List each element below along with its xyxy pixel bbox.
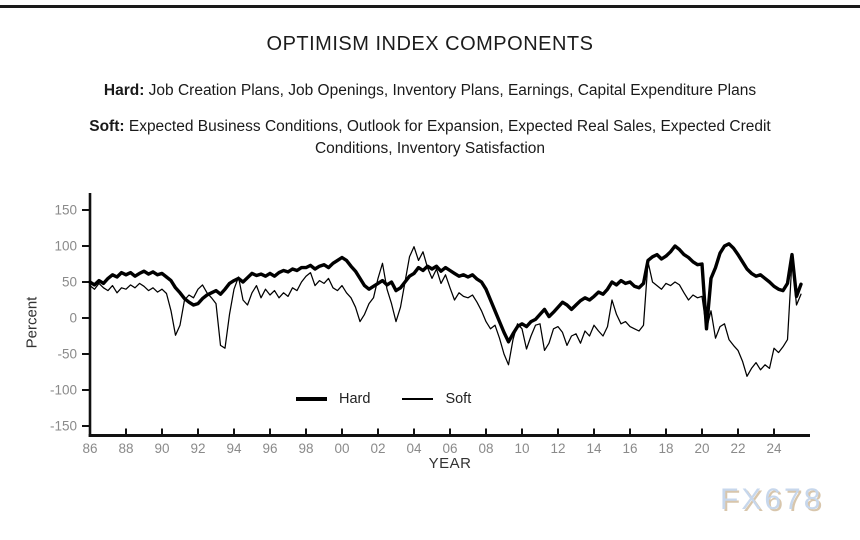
svg-text:02: 02 — [370, 441, 385, 456]
svg-text:06: 06 — [442, 441, 457, 456]
svg-text:16: 16 — [622, 441, 637, 456]
svg-text:94: 94 — [226, 441, 242, 456]
soft-components-line: Soft: Expected Business Conditions, Outl… — [50, 116, 810, 160]
svg-text:90: 90 — [154, 441, 169, 456]
soft-legend-line-swatch — [402, 398, 434, 400]
svg-text:-150: -150 — [50, 419, 77, 434]
svg-text:100: 100 — [54, 239, 77, 254]
soft-label: Soft: — [89, 118, 125, 135]
svg-text:86: 86 — [82, 441, 97, 456]
svg-text:14: 14 — [586, 441, 602, 456]
svg-text:22: 22 — [730, 441, 745, 456]
fx678-watermark: FX678 — [720, 483, 824, 516]
svg-text:-100: -100 — [50, 383, 77, 398]
svg-text:18: 18 — [658, 441, 673, 456]
y-axis-title: Percent — [23, 296, 41, 349]
svg-text:24: 24 — [766, 441, 782, 456]
hard-legend-line-swatch — [296, 397, 327, 401]
chart-title: OPTIMISM INDEX COMPONENTS — [266, 33, 594, 55]
top-border-line — [0, 5, 860, 8]
svg-text:50: 50 — [62, 275, 77, 290]
svg-text:88: 88 — [118, 441, 133, 456]
soft-legend-label: Soft — [445, 391, 472, 407]
svg-text:98: 98 — [298, 441, 313, 456]
svg-text:00: 00 — [334, 441, 349, 456]
svg-text:92: 92 — [190, 441, 205, 456]
hard-components-line: Hard: Job Creation Plans, Job Openings, … — [15, 80, 845, 102]
svg-text:12: 12 — [550, 441, 565, 456]
hard-text: Job Creation Plans, Job Openings, Invent… — [144, 82, 757, 99]
svg-text:10: 10 — [514, 441, 529, 456]
x-axis-title: YEAR — [428, 455, 472, 472]
svg-text:-50: -50 — [57, 347, 77, 362]
hard-legend-label: Hard — [339, 391, 371, 407]
soft-text: Expected Business Conditions, Outlook fo… — [124, 118, 771, 157]
svg-text:08: 08 — [478, 441, 493, 456]
svg-text:04: 04 — [406, 441, 422, 456]
chart-legend: Hard Soft — [296, 391, 471, 407]
hard-label: Hard: — [103, 82, 145, 99]
svg-text:20: 20 — [694, 441, 709, 456]
svg-text:150: 150 — [54, 203, 77, 218]
svg-text:96: 96 — [262, 441, 277, 456]
svg-text:0: 0 — [69, 311, 77, 326]
